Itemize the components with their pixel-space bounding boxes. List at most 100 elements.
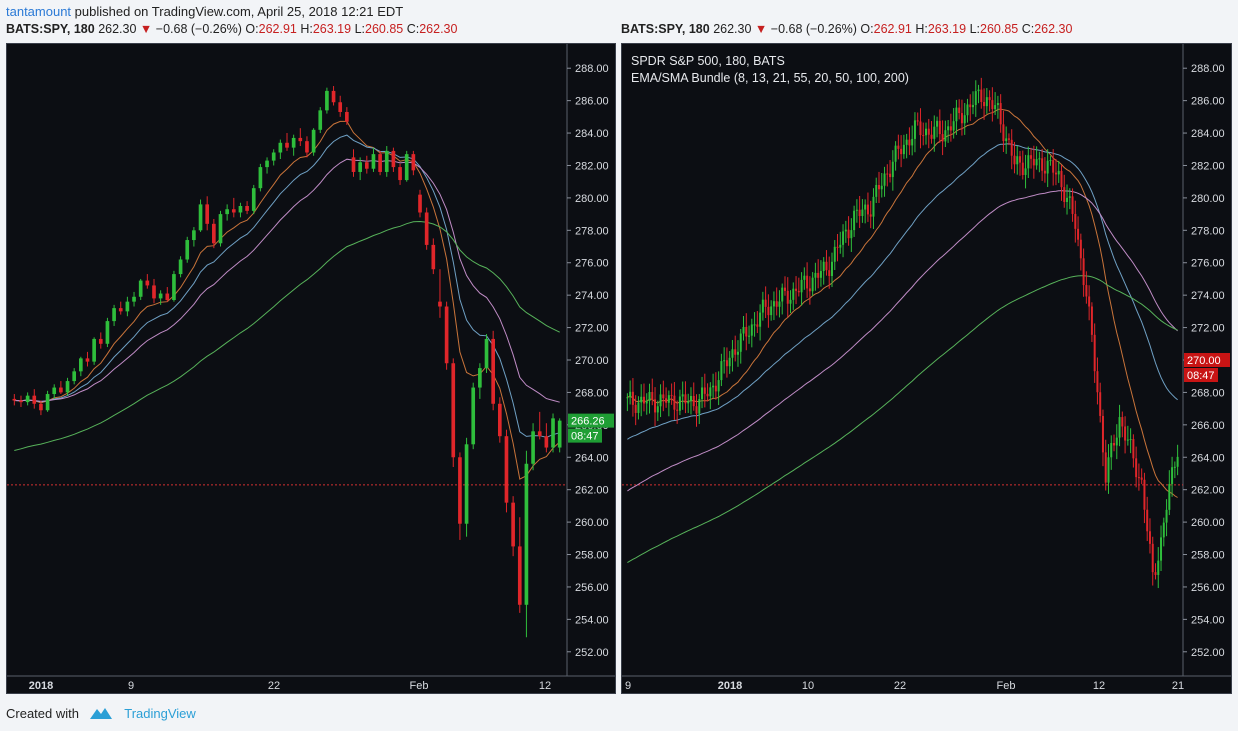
right-chart-panel[interactable]: 288.00 286.00 284.00 282.00 280.00 278.00 276.… <box>621 43 1232 694</box>
candle <box>678 396 681 411</box>
x-tick-label: 10 <box>802 680 814 692</box>
candle <box>1068 196 1071 198</box>
candle <box>742 326 745 334</box>
candle <box>1129 439 1132 441</box>
time-tag: 08:47 <box>571 431 599 443</box>
candle <box>1115 437 1118 446</box>
y-tick-label: 270.00 <box>575 355 609 367</box>
x-tick-label: Feb <box>410 680 429 692</box>
candle <box>772 301 775 307</box>
candle <box>850 230 853 239</box>
candle <box>725 360 728 367</box>
candle <box>1043 170 1046 174</box>
candle <box>231 209 236 213</box>
candle <box>858 209 861 217</box>
y-tick-label: 262.00 <box>1191 485 1225 497</box>
price-tag: 270.00 <box>1187 355 1221 367</box>
candle <box>98 338 103 344</box>
candle <box>645 400 648 404</box>
candle <box>1160 537 1163 561</box>
x-tick-label: 2018 <box>29 680 53 692</box>
candle <box>996 103 999 106</box>
low-value: 260.85 <box>980 22 1019 36</box>
candle <box>138 280 143 297</box>
x-tick-label: Feb <box>997 680 1016 692</box>
change: −0.68 (−0.26%) <box>770 22 857 36</box>
candle <box>1030 155 1033 159</box>
last-price: 262.30 <box>98 22 137 36</box>
close-value: 262.30 <box>1034 22 1073 36</box>
candle <box>1107 457 1110 483</box>
candle <box>706 393 709 397</box>
left-chart-svg[interactable]: 288.00 286.00 284.00 282.00 280.00 278.00 276.… <box>7 44 615 693</box>
candle <box>806 275 809 289</box>
y-tick-label: 256.00 <box>575 582 609 594</box>
y-tick-label: 268.00 <box>575 387 609 399</box>
candle <box>1096 371 1099 393</box>
candle <box>311 129 316 153</box>
candle <box>338 102 343 112</box>
candle <box>531 431 535 464</box>
y-tick-label: 272.00 <box>1191 323 1225 335</box>
candle <box>875 184 878 197</box>
candle <box>431 244 436 270</box>
sma200-line <box>627 275 1178 564</box>
candle <box>1137 477 1140 479</box>
candle <box>1121 417 1124 427</box>
candle <box>291 137 296 148</box>
candle <box>59 387 63 393</box>
candle <box>145 280 150 286</box>
price-tag: 266.26 <box>571 416 605 428</box>
candle <box>731 349 734 358</box>
candle <box>1157 560 1160 575</box>
left-chart-panel[interactable]: 288.00 286.00 284.00 282.00 280.00 278.00 276.… <box>6 43 616 694</box>
candle <box>855 209 858 211</box>
candle <box>963 115 966 124</box>
y-tick-label: 254.00 <box>575 614 609 626</box>
author-link[interactable]: tantamount <box>6 4 72 19</box>
candle <box>185 240 190 260</box>
candle <box>764 299 767 307</box>
candle <box>839 244 842 248</box>
ema13-line <box>14 134 560 438</box>
candle <box>464 444 469 524</box>
right-chart-svg[interactable]: 288.00 286.00 284.00 282.00 280.00 278.00 276.… <box>622 44 1231 693</box>
candle <box>1118 417 1121 438</box>
candle <box>949 126 952 131</box>
candle <box>285 142 289 148</box>
candle <box>947 126 950 131</box>
candle <box>761 299 764 313</box>
candle <box>1019 156 1022 163</box>
candle <box>1126 439 1129 441</box>
candle <box>775 301 778 307</box>
candle <box>112 308 116 322</box>
candle <box>864 204 867 210</box>
candle <box>1066 197 1069 202</box>
candle <box>811 277 814 292</box>
candle <box>325 90 329 111</box>
candle <box>797 290 800 293</box>
candle <box>79 358 83 372</box>
candle <box>872 196 875 217</box>
candle <box>808 288 811 292</box>
symbol: BATS:SPY, 180 <box>621 22 710 36</box>
y-tick-label: 252.00 <box>1191 647 1225 659</box>
tradingview-link[interactable]: TradingView <box>124 706 196 721</box>
candle <box>378 154 382 172</box>
candle <box>1007 138 1010 140</box>
change: −0.68 (−0.26%) <box>155 22 242 36</box>
y-tick-label: 258.00 <box>575 550 609 562</box>
candle <box>557 420 562 448</box>
candle <box>105 321 110 344</box>
y-tick-label: 282.00 <box>1191 160 1225 172</box>
candle <box>358 162 362 172</box>
candle <box>717 380 720 392</box>
candle <box>927 128 930 135</box>
x-tick-label: 12 <box>539 680 551 692</box>
candle <box>225 209 229 215</box>
y-tick-label: 276.00 <box>575 258 609 270</box>
candle <box>925 128 928 136</box>
candle <box>814 272 817 278</box>
candle <box>192 230 196 241</box>
high-value: 263.19 <box>312 22 352 36</box>
